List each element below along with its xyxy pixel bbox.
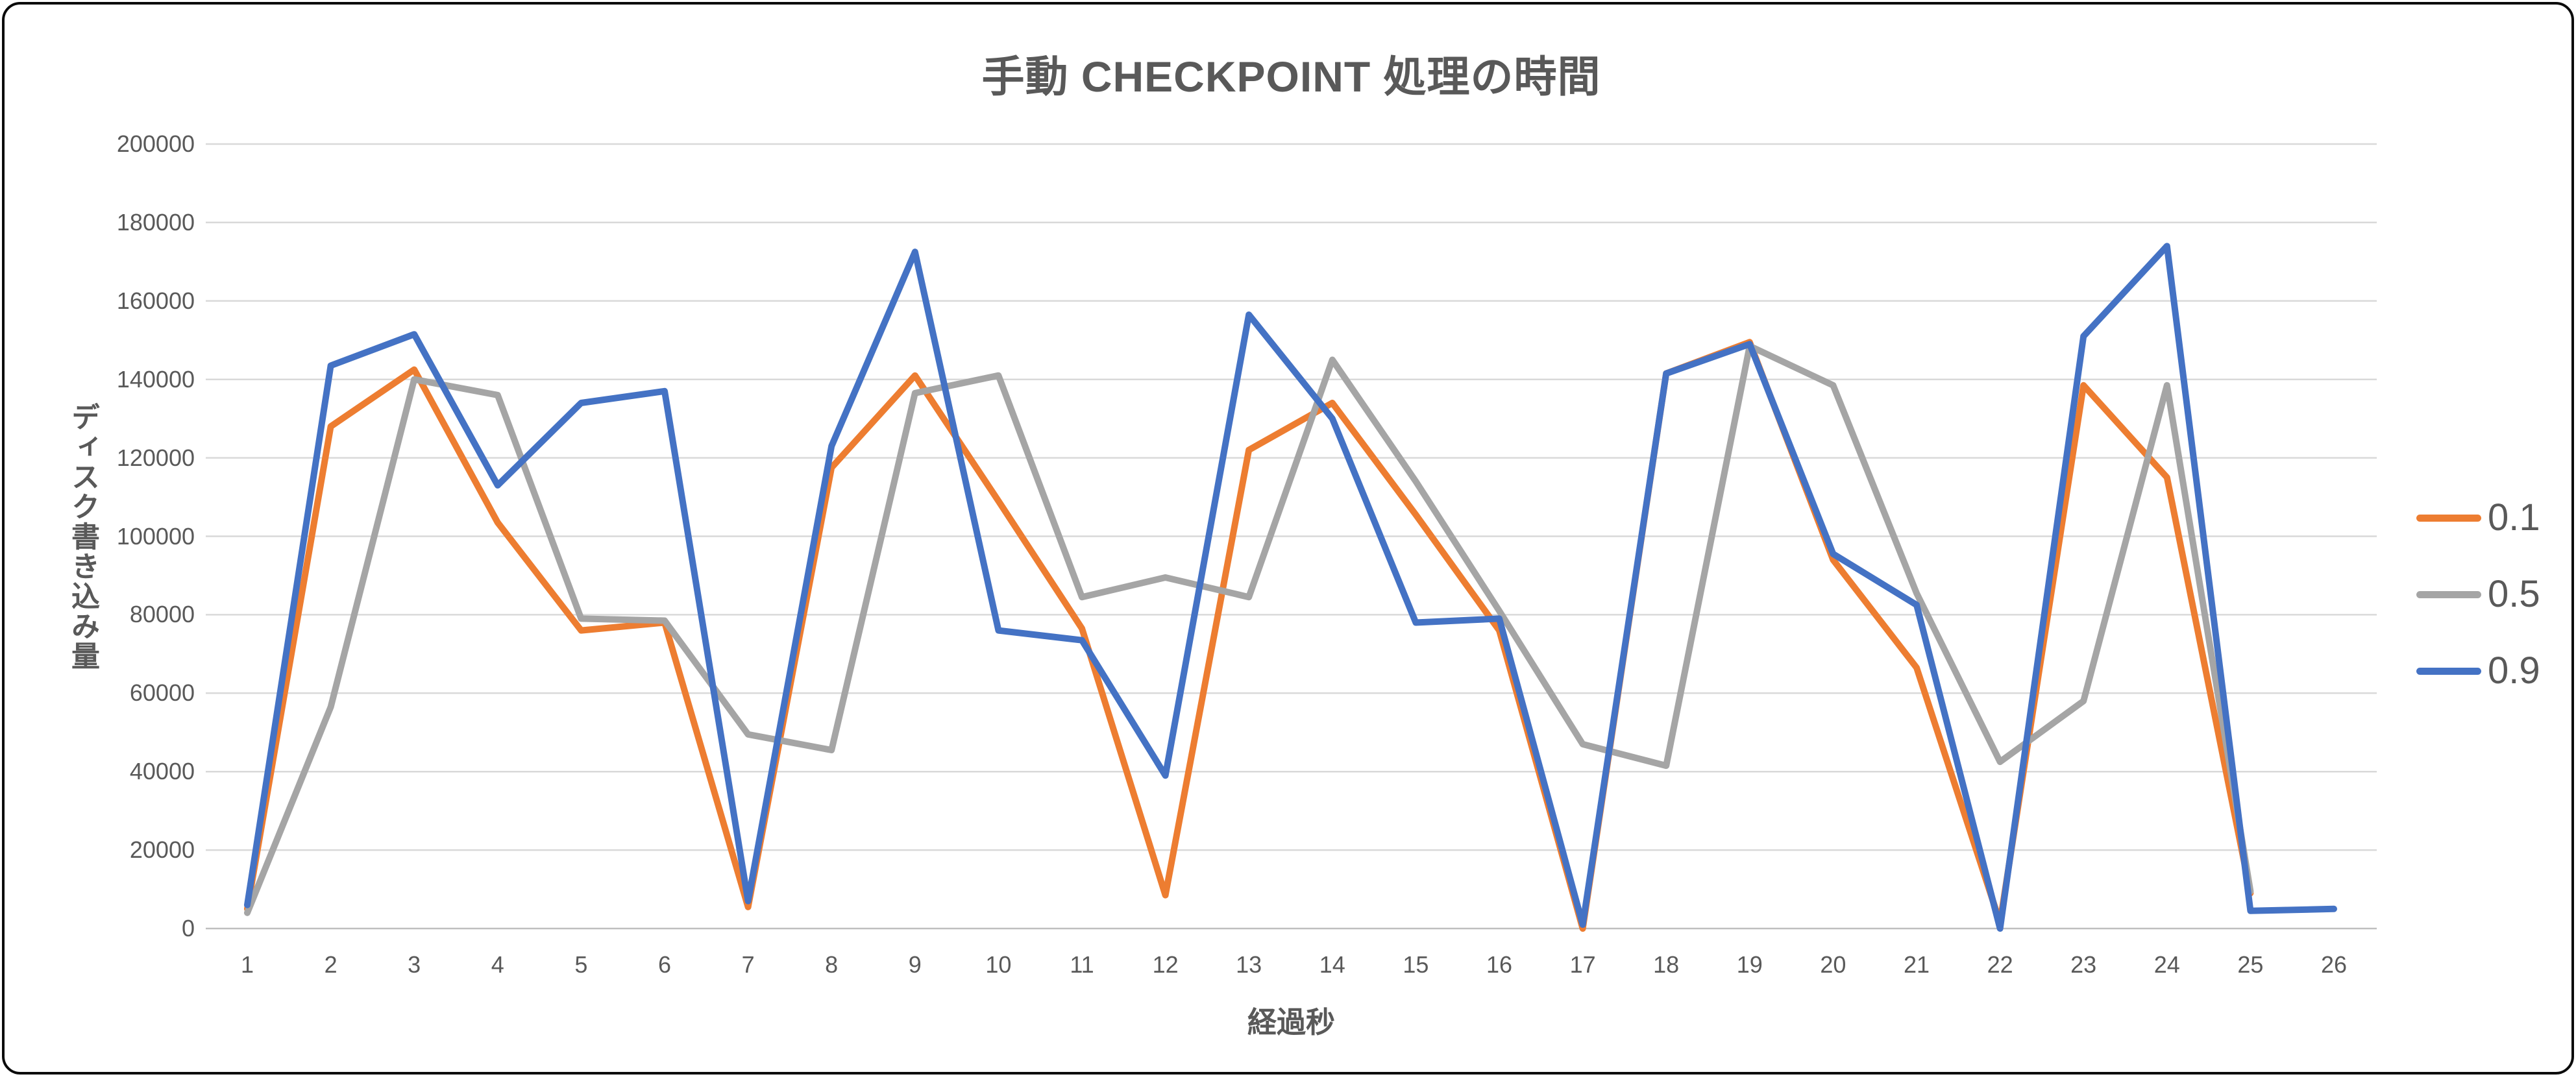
x-tick-label-1: 1 bbox=[208, 951, 286, 979]
chart-canvas bbox=[5, 5, 2576, 1081]
legend-item-0.1: 0.1 bbox=[2416, 496, 2540, 539]
x-tick-label-14: 14 bbox=[1294, 951, 1371, 979]
legend-label-0.5: 0.5 bbox=[2488, 573, 2540, 616]
x-tick-label-19: 19 bbox=[1711, 951, 1789, 979]
x-tick-label-18: 18 bbox=[1627, 951, 1705, 979]
x-tick-label-17: 17 bbox=[1544, 951, 1622, 979]
legend-swatch-0.1 bbox=[2416, 515, 2481, 522]
legend-item-0.9: 0.9 bbox=[2416, 650, 2540, 692]
x-tick-label-10: 10 bbox=[959, 951, 1037, 979]
x-tick-label-25: 25 bbox=[2211, 951, 2289, 979]
x-tick-label-7: 7 bbox=[709, 951, 787, 979]
x-tick-label-23: 23 bbox=[2044, 951, 2122, 979]
x-tick-label-6: 6 bbox=[626, 951, 704, 979]
x-tick-label-3: 3 bbox=[375, 951, 453, 979]
x-tick-label-4: 4 bbox=[459, 951, 537, 979]
y-tick-label-40000: 40000 bbox=[5, 757, 195, 786]
x-tick-label-16: 16 bbox=[1460, 951, 1538, 979]
x-tick-label-22: 22 bbox=[1961, 951, 2039, 979]
x-tick-label-8: 8 bbox=[792, 951, 870, 979]
x-tick-label-12: 12 bbox=[1127, 951, 1205, 979]
legend-label-0.9: 0.9 bbox=[2488, 650, 2540, 692]
x-tick-label-13: 13 bbox=[1210, 951, 1288, 979]
y-tick-label-200000: 200000 bbox=[5, 130, 195, 158]
y-tick-label-140000: 140000 bbox=[5, 365, 195, 394]
x-tick-label-26: 26 bbox=[2295, 951, 2373, 979]
x-tick-label-2: 2 bbox=[292, 951, 370, 979]
y-tick-label-160000: 160000 bbox=[5, 287, 195, 315]
x-tick-label-11: 11 bbox=[1043, 951, 1121, 979]
x-tick-label-20: 20 bbox=[1794, 951, 1872, 979]
y-tick-label-180000: 180000 bbox=[5, 208, 195, 237]
series-line-0.5 bbox=[247, 346, 2250, 913]
x-tick-label-21: 21 bbox=[1878, 951, 1956, 979]
series-line-0.1 bbox=[247, 342, 2250, 929]
x-tick-label-15: 15 bbox=[1377, 951, 1454, 979]
y-tick-label-60000: 60000 bbox=[5, 679, 195, 707]
legend-swatch-0.9 bbox=[2416, 668, 2481, 675]
y-axis-title: ディスク書き込み量 bbox=[62, 402, 103, 671]
legend-item-0.5: 0.5 bbox=[2416, 573, 2540, 616]
x-tick-label-24: 24 bbox=[2128, 951, 2206, 979]
x-axis-title: 経過秒 bbox=[206, 999, 2377, 1041]
y-tick-label-20000: 20000 bbox=[5, 836, 195, 864]
legend-swatch-0.5 bbox=[2416, 591, 2481, 598]
series-line-0.9 bbox=[247, 246, 2334, 929]
legend-label-0.1: 0.1 bbox=[2488, 496, 2540, 539]
legend: 0.1 0.5 0.9 bbox=[2416, 496, 2540, 692]
x-tick-label-5: 5 bbox=[542, 951, 620, 979]
x-tick-label-9: 9 bbox=[876, 951, 954, 979]
y-tick-label-0: 0 bbox=[5, 914, 195, 943]
